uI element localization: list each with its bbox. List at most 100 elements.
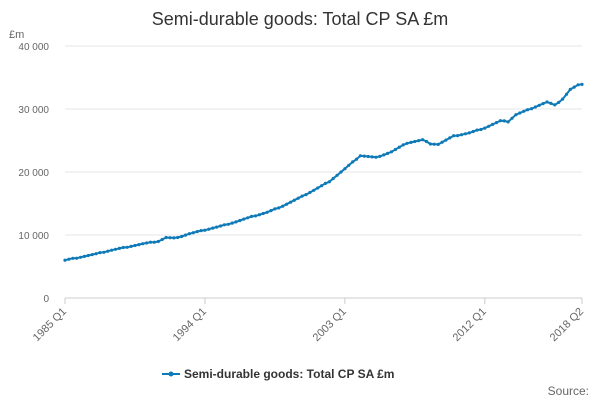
data-point[interactable] <box>502 119 506 123</box>
data-point[interactable] <box>168 236 172 240</box>
data-point[interactable] <box>253 214 258 218</box>
data-point[interactable] <box>67 257 71 261</box>
data-point[interactable] <box>285 202 289 206</box>
data-point[interactable] <box>199 229 203 233</box>
data-point[interactable] <box>362 154 366 158</box>
data-point[interactable] <box>203 228 207 232</box>
data-point[interactable] <box>117 246 121 250</box>
data-point[interactable] <box>257 213 261 217</box>
data-point[interactable] <box>238 218 242 223</box>
data-point[interactable] <box>78 255 83 259</box>
data-point[interactable] <box>304 193 308 197</box>
data-point[interactable] <box>110 248 114 252</box>
data-point[interactable] <box>164 235 168 240</box>
data-point[interactable] <box>218 224 223 228</box>
data-point[interactable] <box>541 102 545 106</box>
data-point[interactable] <box>129 244 133 248</box>
data-point[interactable] <box>475 128 479 132</box>
data-point[interactable] <box>323 181 327 185</box>
data-point[interactable] <box>448 136 452 140</box>
data-point[interactable] <box>148 240 153 244</box>
data-point[interactable] <box>250 214 254 218</box>
data-point[interactable] <box>401 143 405 147</box>
data-point[interactable] <box>102 250 106 254</box>
data-point[interactable] <box>183 233 188 237</box>
data-point[interactable] <box>526 108 530 112</box>
data-point[interactable] <box>86 253 90 258</box>
data-point[interactable] <box>494 121 499 125</box>
data-point[interactable] <box>71 256 75 260</box>
data-point[interactable] <box>456 134 460 138</box>
data-point[interactable] <box>222 223 226 227</box>
data-point[interactable] <box>339 170 343 174</box>
data-point[interactable] <box>561 97 565 101</box>
data-point[interactable] <box>424 139 429 144</box>
data-point[interactable] <box>176 235 180 240</box>
data-point[interactable] <box>370 155 374 159</box>
data-point[interactable] <box>261 211 265 216</box>
data-point[interactable] <box>180 234 184 239</box>
data-point[interactable] <box>152 240 156 244</box>
data-point[interactable] <box>327 180 331 184</box>
data-point[interactable] <box>389 150 394 154</box>
data-point[interactable] <box>471 129 475 134</box>
data-point[interactable] <box>580 82 584 86</box>
data-point[interactable] <box>343 167 347 171</box>
data-point[interactable] <box>63 258 67 262</box>
data-point[interactable] <box>463 132 467 136</box>
data-point[interactable] <box>312 188 316 192</box>
data-point[interactable] <box>397 145 401 149</box>
data-point[interactable] <box>351 160 355 164</box>
data-point[interactable] <box>374 155 378 159</box>
data-point[interactable] <box>386 151 390 155</box>
data-point[interactable] <box>207 227 211 231</box>
data-point[interactable] <box>269 209 273 213</box>
data-point[interactable] <box>487 124 491 128</box>
data-point[interactable] <box>545 100 549 104</box>
data-point[interactable] <box>133 243 137 248</box>
data-point[interactable] <box>518 111 522 115</box>
data-point[interactable] <box>242 217 246 221</box>
data-point[interactable] <box>498 119 502 123</box>
data-point[interactable] <box>467 131 471 135</box>
data-point[interactable] <box>191 231 195 235</box>
data-point[interactable] <box>300 194 304 198</box>
data-point[interactable] <box>230 221 234 225</box>
data-point[interactable] <box>125 245 129 249</box>
data-point[interactable] <box>75 256 79 260</box>
data-point[interactable] <box>557 100 561 104</box>
data-point[interactable] <box>347 163 351 167</box>
data-point[interactable] <box>141 242 145 246</box>
data-point[interactable] <box>195 230 199 234</box>
data-point[interactable] <box>479 127 483 132</box>
data-point[interactable] <box>483 126 487 130</box>
data-point[interactable] <box>281 204 285 208</box>
data-point[interactable] <box>459 133 464 137</box>
data-point[interactable] <box>354 157 359 161</box>
data-point[interactable] <box>405 141 409 145</box>
data-point[interactable] <box>393 147 397 152</box>
data-point[interactable] <box>421 138 425 142</box>
data-point[interactable] <box>440 140 444 144</box>
data-point[interactable] <box>358 154 362 158</box>
data-point[interactable] <box>452 134 456 138</box>
data-point[interactable] <box>432 142 436 146</box>
data-point[interactable] <box>94 252 98 256</box>
data-point[interactable] <box>316 186 320 190</box>
data-point[interactable] <box>156 239 160 244</box>
data-point[interactable] <box>382 153 386 157</box>
data-point[interactable] <box>514 113 518 117</box>
data-point[interactable] <box>564 92 569 96</box>
data-point[interactable] <box>246 216 250 220</box>
data-point[interactable] <box>436 142 440 146</box>
data-point[interactable] <box>226 222 230 226</box>
data-point[interactable] <box>234 220 238 224</box>
data-point[interactable] <box>296 196 300 200</box>
data-point[interactable] <box>98 251 102 255</box>
data-point[interactable] <box>288 200 293 204</box>
data-point[interactable] <box>211 226 215 230</box>
data-point[interactable] <box>320 184 324 188</box>
data-point[interactable] <box>145 241 149 245</box>
data-point[interactable] <box>409 140 413 144</box>
data-point[interactable] <box>121 245 125 250</box>
